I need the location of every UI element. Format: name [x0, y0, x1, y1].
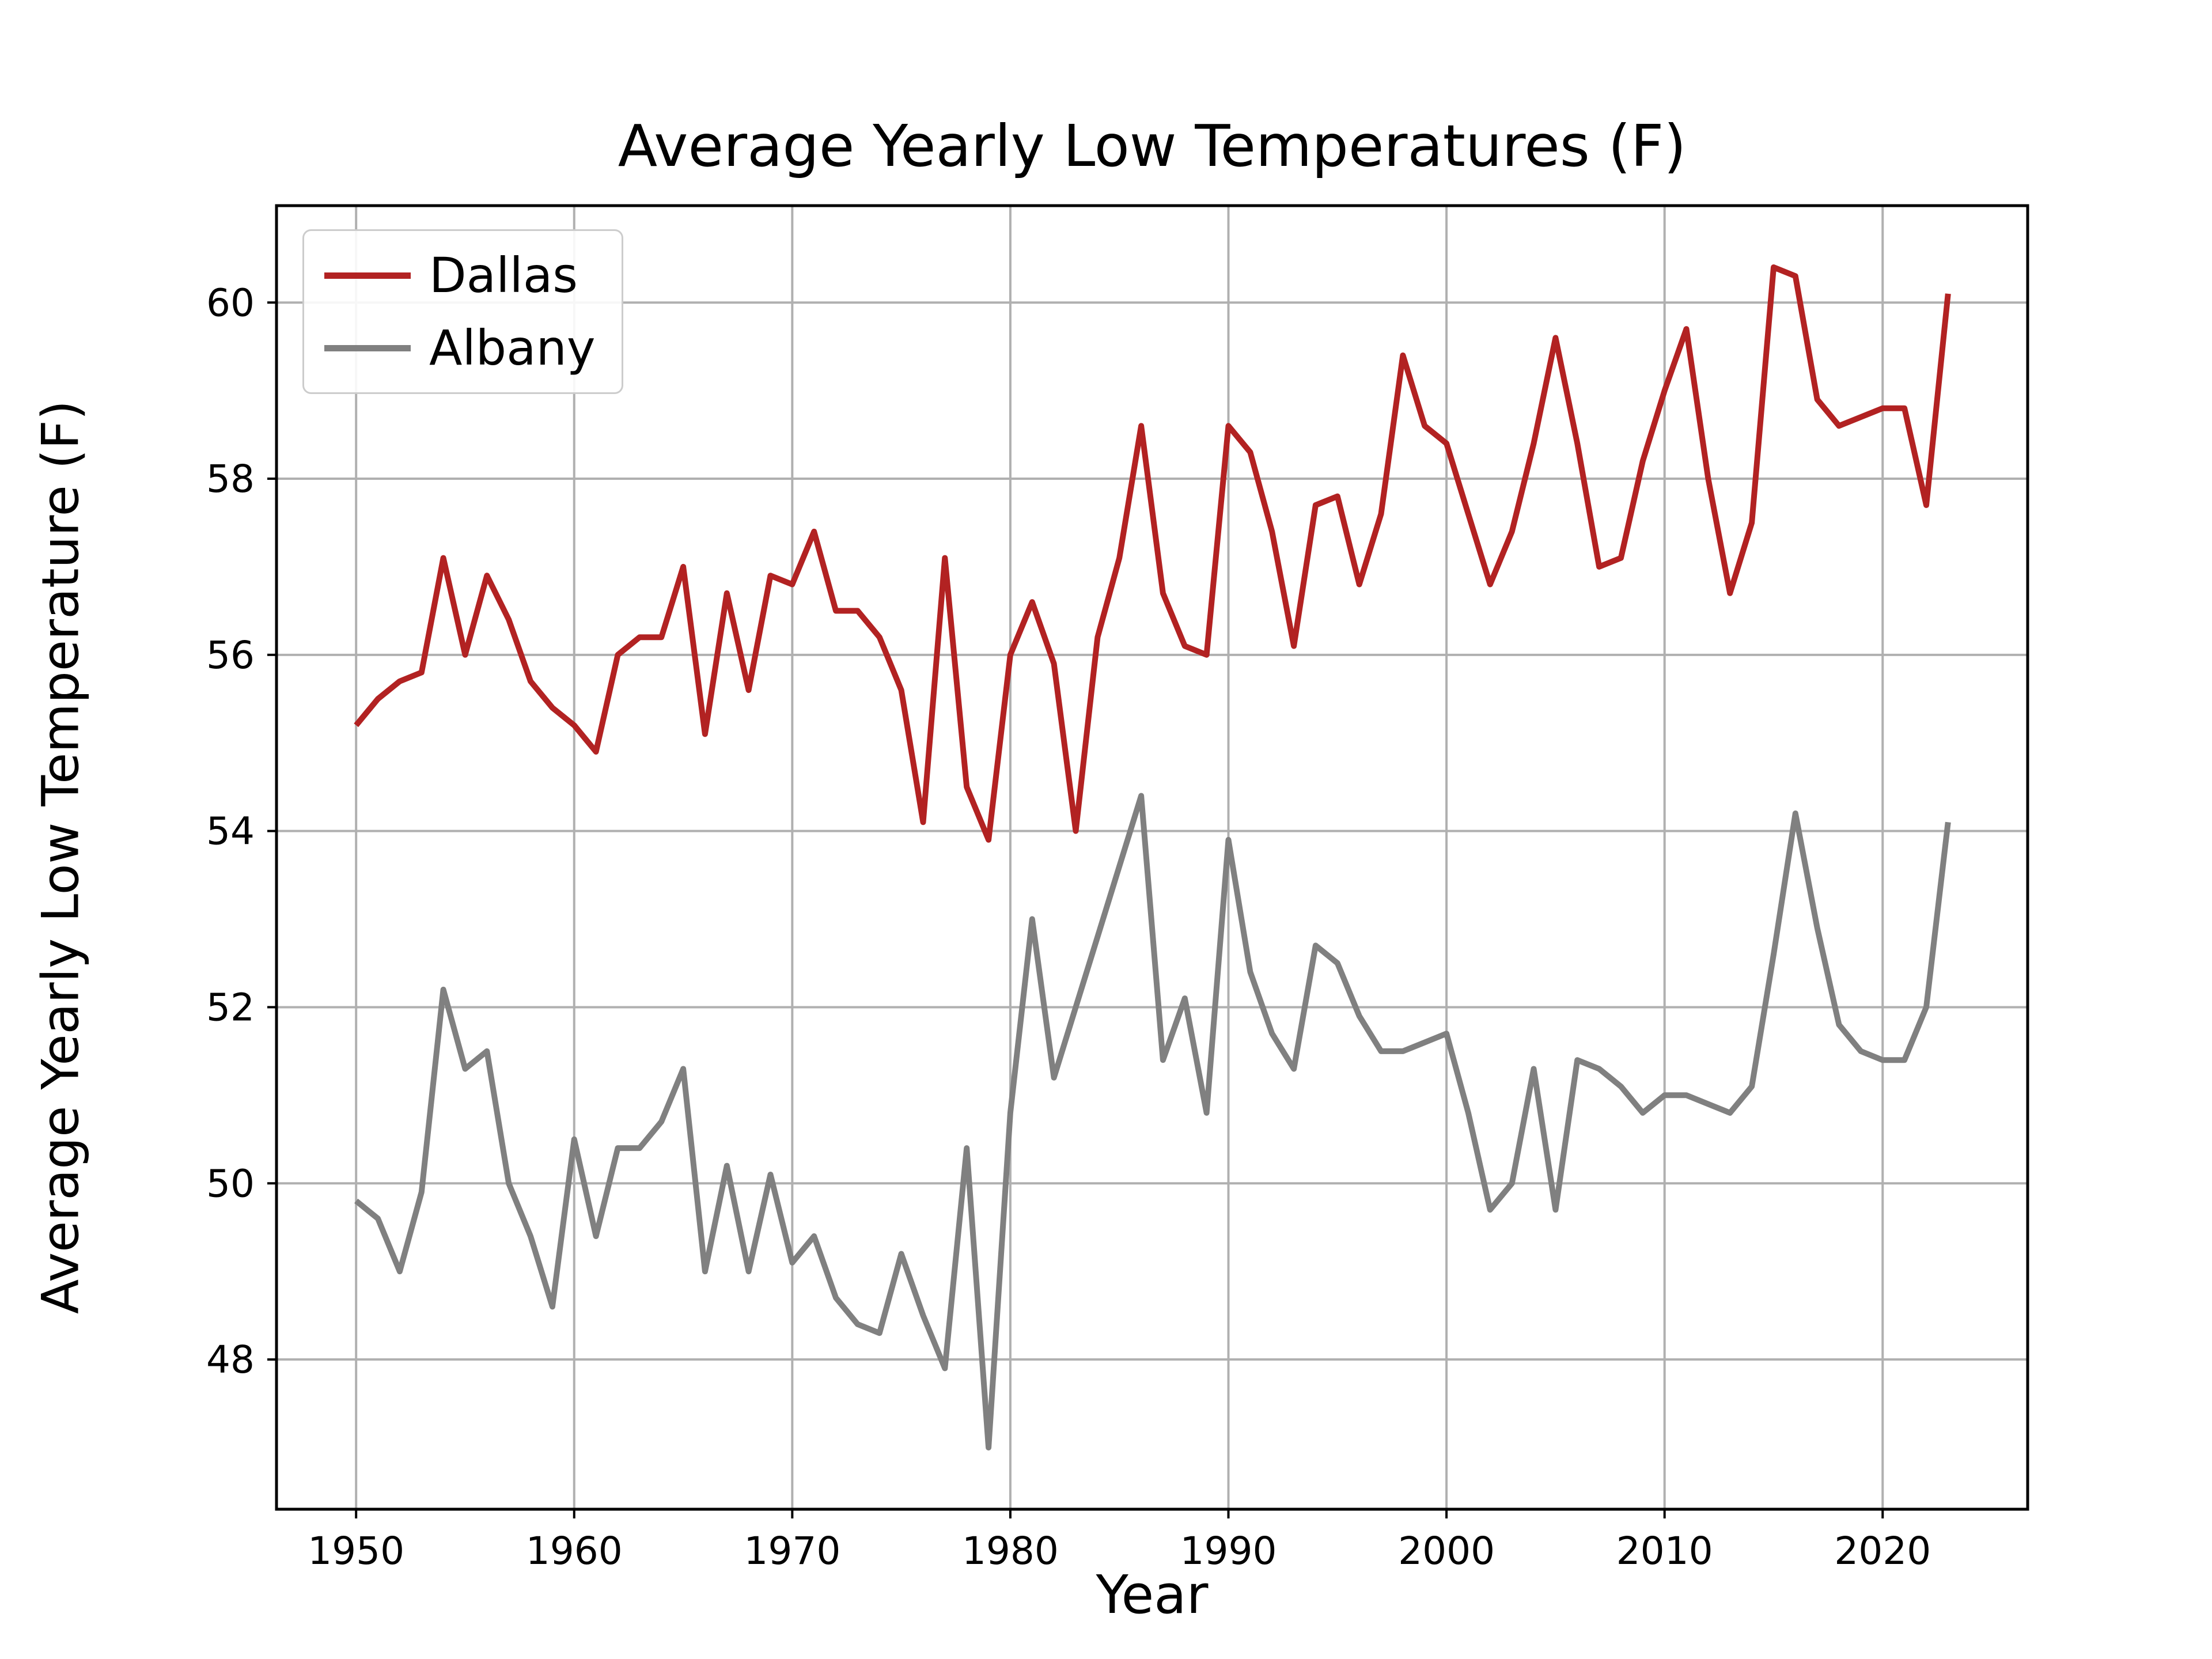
x-tick-label: 2010: [1616, 1529, 1713, 1573]
y-tick-label: 54: [206, 809, 255, 854]
y-tick-label: 58: [206, 457, 255, 501]
legend: Dallas Albany: [302, 229, 623, 394]
chart-title: Average Yearly Low Temperatures (F): [618, 112, 1687, 180]
x-tick-label: 1980: [962, 1529, 1059, 1573]
y-tick-label: 48: [206, 1338, 255, 1382]
y-tick-label: 60: [206, 281, 255, 325]
x-tick-label: 1970: [744, 1529, 840, 1573]
legend-line-dallas-icon: [324, 272, 411, 279]
x-tick-label: 2000: [1398, 1529, 1495, 1573]
y-tick-label: 50: [206, 1161, 255, 1206]
y-axis-label: Average Yearly Low Temperature (F): [31, 400, 90, 1315]
legend-label-albany: Albany: [429, 320, 596, 376]
legend-label-dallas: Dallas: [429, 247, 578, 304]
axes-spines: [275, 204, 2029, 1511]
x-tick-label: 1960: [526, 1529, 623, 1573]
x-tick-label: 1990: [1180, 1529, 1277, 1573]
x-tick-label: 1950: [308, 1529, 404, 1573]
legend-line-albany-icon: [324, 344, 411, 351]
y-tick-label: 52: [206, 986, 255, 1030]
x-axis-label: Year: [1096, 1564, 1209, 1626]
y-tick-label: 56: [206, 633, 255, 677]
legend-entry-dallas: Dallas: [324, 247, 596, 304]
legend-entry-albany: Albany: [324, 320, 596, 376]
series-line-albany: [354, 793, 1951, 1450]
series-line-dallas: [354, 264, 1951, 843]
x-tick-label: 2020: [1834, 1529, 1931, 1573]
